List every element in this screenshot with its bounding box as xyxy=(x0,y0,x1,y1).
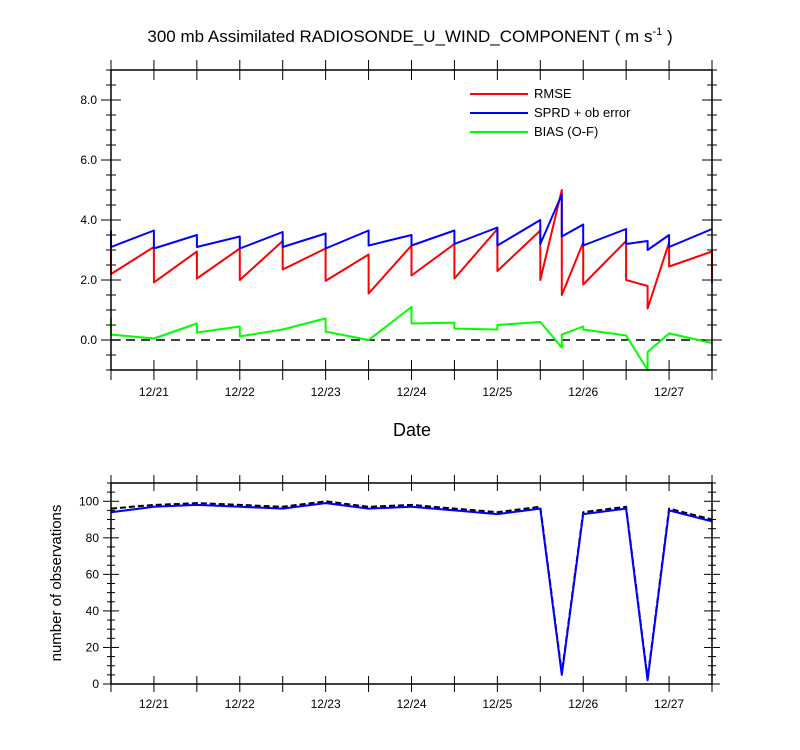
bottom-y-tick-label: 20 xyxy=(86,640,100,654)
bottom-x-tick-label: 12/23 xyxy=(311,697,341,711)
bottom-y-axis-title: number of observations xyxy=(48,505,65,662)
bottom-y-tick-label: 80 xyxy=(86,531,100,545)
top-series-rmse xyxy=(110,189,713,310)
bottom-y-tick-label: 100 xyxy=(79,494,99,508)
top-x-tick-label: 12/24 xyxy=(396,385,426,399)
top-y-tick-label: 8.0 xyxy=(80,93,97,107)
top-y-tick-label: 6.0 xyxy=(80,153,97,167)
top-axis-ticks: 0.0 2.0 4.0 6.0 8.0 12/21 12/22 12/23 12/24 12/25… xyxy=(80,60,722,399)
bottom-axis-ticks: 0 20 40 60 80 100 12/21 12/22 12/23 12/24 12/25 12/… xyxy=(79,475,720,711)
top-x-tick-label: 12/25 xyxy=(482,385,512,399)
top-series-sprd-ob-error xyxy=(110,193,713,251)
chart-title: 300 mb Assimilated RADIOSONDE_U_WIND_COM… xyxy=(147,26,672,46)
top-y-tick-label: 2.0 xyxy=(80,273,97,287)
legend-label-rmse: RMSE xyxy=(534,86,572,101)
top-x-tick-label: 12/27 xyxy=(654,385,684,399)
bottom-series-assimilated-observations xyxy=(110,502,713,682)
top-x-axis-title: Date xyxy=(393,420,431,440)
top-series-bias-o-f xyxy=(110,306,713,371)
top-x-tick-label: 12/23 xyxy=(311,385,341,399)
observation-count-plot: 0 20 40 60 80 100 12/21 12/22 12/23 12/24 12/25 12/… xyxy=(79,475,720,711)
bottom-x-tick-label: 12/26 xyxy=(568,697,598,711)
bottom-x-tick-label: 12/27 xyxy=(654,697,684,711)
top-x-tick-label: 12/22 xyxy=(225,385,255,399)
bottom-y-tick-label: 60 xyxy=(86,567,100,581)
bottom-y-tick-label: 40 xyxy=(86,604,100,618)
bottom-series-lines xyxy=(110,500,713,682)
bottom-x-tick-label: 12/22 xyxy=(225,697,255,711)
legend-label-bias: BIAS (O-F) xyxy=(534,124,598,139)
bottom-x-tick-label: 12/21 xyxy=(139,697,169,711)
rmse-spread-bias-plot: 0.0 2.0 4.0 6.0 8.0 12/21 12/22 12/23 12/24 12/25… xyxy=(80,60,722,399)
top-x-tick-label: 12/21 xyxy=(139,385,169,399)
bottom-x-tick-label: 12/25 xyxy=(482,697,512,711)
legend: RMSE SPRD + ob error BIAS (O-F) xyxy=(470,86,631,139)
top-y-tick-label: 4.0 xyxy=(80,213,97,227)
top-series-lines xyxy=(110,189,713,371)
bottom-series-total-observations xyxy=(110,500,713,680)
top-x-tick-label: 12/26 xyxy=(568,385,598,399)
legend-label-sprd: SPRD + ob error xyxy=(534,105,631,120)
bottom-x-tick-label: 12/24 xyxy=(396,697,426,711)
bottom-y-tick-label: 0 xyxy=(92,677,99,691)
top-y-tick-label: 0.0 xyxy=(80,333,97,347)
